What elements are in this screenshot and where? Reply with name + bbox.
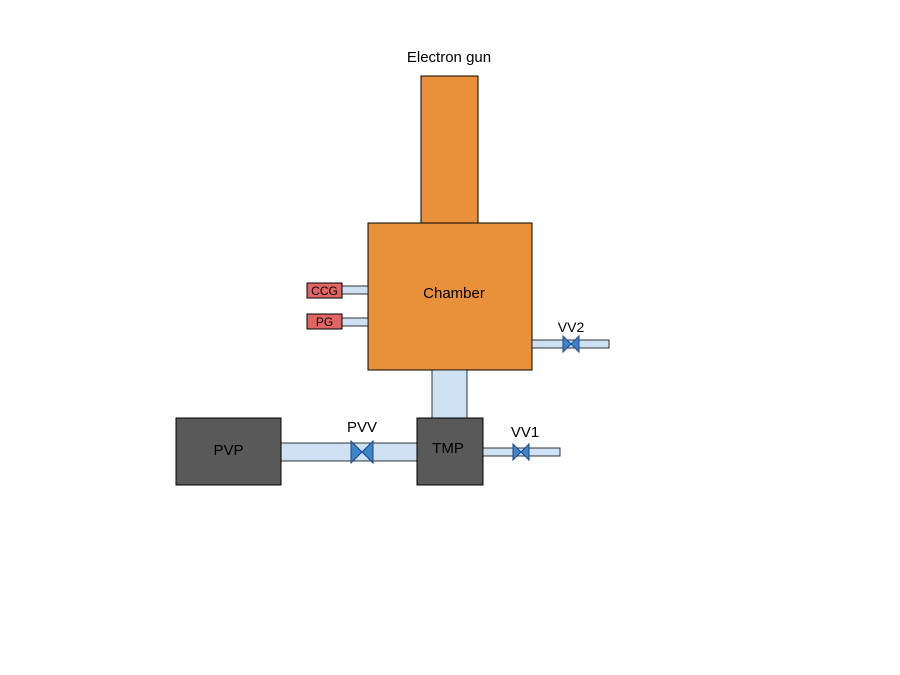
chamber-box (367, 222, 533, 371)
vv1-label: VV1 (511, 424, 539, 441)
pvp-label: PVP (213, 442, 243, 459)
electron-gun-column (420, 75, 479, 224)
pvv-label: PVV (347, 419, 377, 436)
chamber-label: Chamber (423, 285, 485, 302)
vv2-valve-icon (562, 334, 580, 354)
ccg-gauge (306, 282, 343, 299)
pg-gauge (306, 313, 343, 330)
pg-pipe (341, 317, 369, 327)
pvv-valve-icon (350, 439, 374, 465)
vv1-valve-icon (512, 442, 530, 462)
ccg-label: CCG (311, 284, 338, 298)
pg-label: PG (316, 315, 333, 329)
ccg-pipe (341, 285, 369, 295)
pvp-tmp-pipe (280, 442, 418, 462)
vv2-label: VV2 (558, 319, 585, 335)
electron-gun-label: Electron gun (407, 49, 491, 66)
tmp-label: TMP (432, 440, 464, 457)
chamber-tmp-pipe (431, 369, 468, 419)
tmp-pump (416, 417, 484, 486)
pvp-pump (175, 417, 282, 486)
